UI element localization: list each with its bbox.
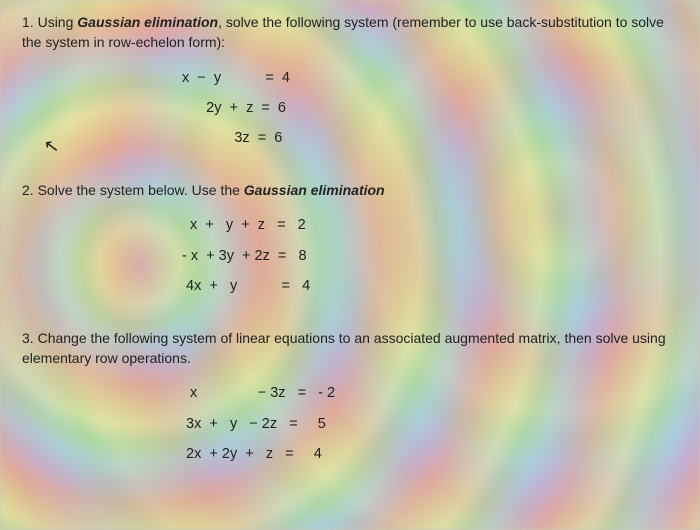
problem-1-equations: x − y = 4 2y + z = 6 3z = 6 bbox=[182, 63, 678, 154]
equation-row: 3z = 6 bbox=[182, 123, 678, 153]
equation-row: 2y + z = 6 bbox=[182, 93, 678, 123]
equation-row: 3x + y − 2z = 5 bbox=[182, 409, 678, 439]
problem-3-prompt: 3. Change the following system of linear… bbox=[22, 328, 678, 369]
cursor-icon: ↖ bbox=[43, 135, 61, 158]
problem-number: 2. bbox=[22, 182, 34, 198]
equation-row: x + y + z = 2 bbox=[182, 210, 678, 240]
equation-row: 2x + 2y + z = 4 bbox=[182, 439, 678, 469]
problem-number: 1. bbox=[22, 14, 34, 30]
equation-row: - x + 3y + 2z = 8 bbox=[182, 241, 678, 271]
equation-row: 4x + y = 4 bbox=[182, 271, 678, 301]
problem-1: 1. Using Gaussian elimination, solve the… bbox=[22, 12, 678, 154]
problem-2-equations: x + y + z = 2 - x + 3y + 2z = 8 4x + y =… bbox=[182, 210, 678, 301]
problem-3-equations: x − 3z = - 2 3x + y − 2z = 5 2x + 2y + z… bbox=[182, 378, 678, 469]
problem-2: 2. Solve the system below. Use the Gauss… bbox=[22, 180, 678, 302]
equation-row: x − 3z = - 2 bbox=[182, 378, 678, 408]
worksheet-content: 1. Using Gaussian elimination, solve the… bbox=[0, 0, 700, 507]
prompt-bold: Gaussian elimination bbox=[244, 182, 385, 198]
prompt-bold: Gaussian elimination bbox=[77, 14, 218, 30]
problem-number: 3. bbox=[22, 330, 34, 346]
prompt-text-pre: Change the following system of linear eq… bbox=[22, 330, 666, 366]
problem-2-prompt: 2. Solve the system below. Use the Gauss… bbox=[22, 180, 678, 200]
prompt-text-pre: Solve the system below. Use the bbox=[38, 182, 244, 198]
prompt-text-pre: Using bbox=[38, 14, 78, 30]
problem-3: 3. Change the following system of linear… bbox=[22, 328, 678, 470]
equation-row: x − y = 4 bbox=[182, 63, 678, 93]
problem-1-prompt: 1. Using Gaussian elimination, solve the… bbox=[22, 12, 678, 53]
